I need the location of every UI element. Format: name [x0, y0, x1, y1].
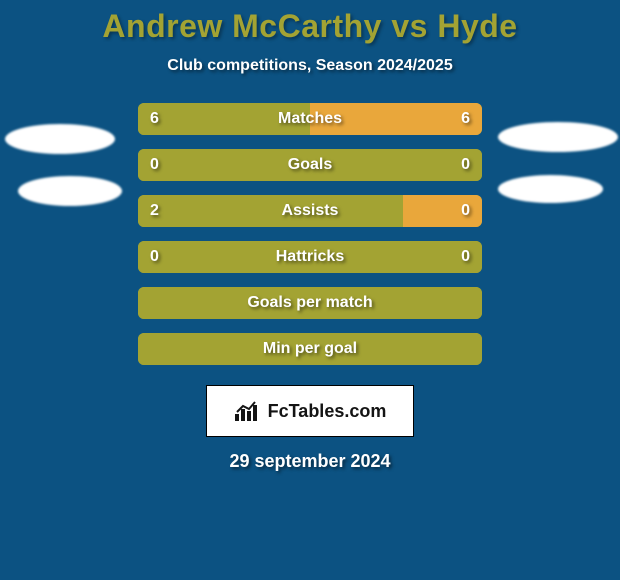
bar-track — [138, 333, 482, 365]
decorative-ellipse — [498, 122, 618, 152]
stat-row: Goals per match — [0, 287, 620, 333]
bar-left — [138, 103, 310, 135]
stat-row: Min per goal — [0, 333, 620, 379]
logo-text: FcTables.com — [268, 401, 387, 422]
bar-right — [403, 195, 482, 227]
bar-track — [138, 195, 482, 227]
bar-track — [138, 287, 482, 319]
subtitle: Club competitions, Season 2024/2025 — [0, 57, 620, 75]
bar-track — [138, 241, 482, 273]
bar-left — [138, 195, 403, 227]
bar-left — [138, 333, 482, 365]
bar-track — [138, 149, 482, 181]
fctables-icon — [234, 400, 262, 422]
bar-left — [138, 241, 482, 273]
page-title: Andrew McCarthy vs Hyde — [0, 8, 620, 45]
comparison-card: Andrew McCarthy vs Hyde Club competition… — [0, 0, 620, 580]
bar-left — [138, 149, 482, 181]
date: 29 september 2024 — [0, 451, 620, 472]
bar-left — [138, 287, 482, 319]
decorative-ellipse — [498, 175, 603, 203]
decorative-ellipse — [18, 176, 122, 206]
bar-right — [310, 103, 482, 135]
bar-track — [138, 103, 482, 135]
logo-box: FcTables.com — [206, 385, 414, 437]
decorative-ellipse — [5, 124, 115, 154]
stat-row: Hattricks00 — [0, 241, 620, 287]
